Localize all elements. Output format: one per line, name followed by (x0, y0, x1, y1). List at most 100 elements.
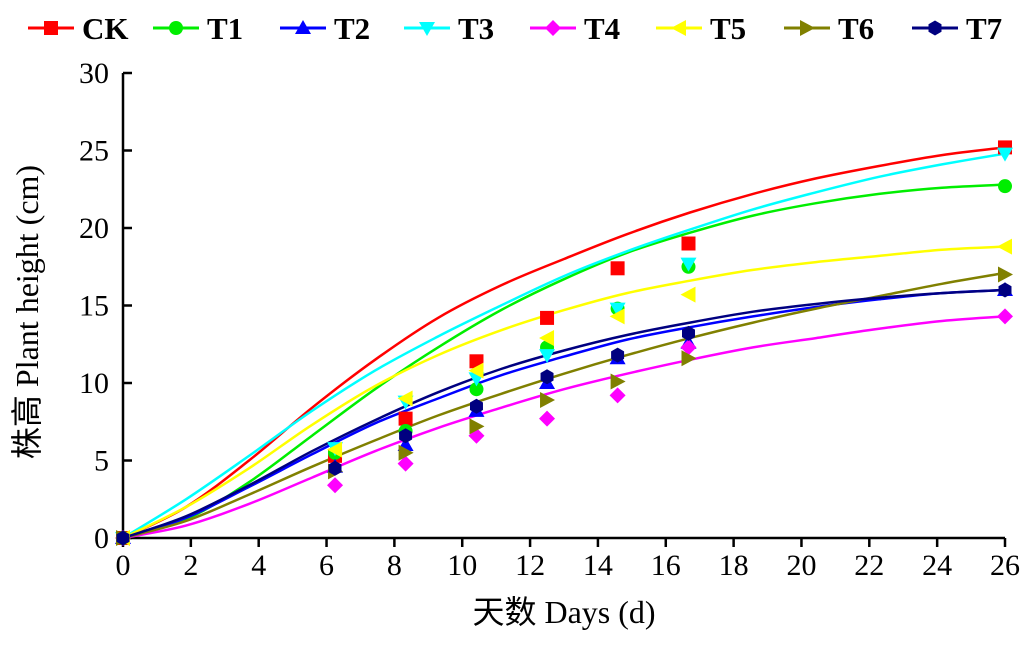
y-tick-label: 25 (79, 135, 109, 168)
legend-item-t7: T7 (912, 11, 1002, 46)
data-point-t7 (469, 398, 483, 414)
data-point-t7 (399, 428, 413, 444)
x-tick-label: 26 (990, 549, 1020, 582)
x-tick-label: 24 (922, 549, 952, 582)
data-point-t5 (327, 441, 343, 458)
data-point-t6 (998, 266, 1013, 283)
x-tick-label: 2 (183, 549, 198, 582)
data-point-ck (681, 236, 696, 251)
x-tick-label: 18 (719, 549, 749, 582)
data-point-t7 (116, 530, 130, 546)
x-tick-label: 14 (583, 549, 613, 582)
data-point-t4 (997, 308, 1013, 325)
fit-curves (122, 146, 1006, 540)
legend-marker-t2 (295, 20, 311, 34)
x-tick-label: 22 (854, 549, 884, 582)
fit-curve-t1 (122, 183, 1006, 540)
data-point-t7 (540, 369, 554, 385)
legend-item-ck: CK (28, 11, 129, 46)
legend-marker-t3 (419, 22, 435, 36)
series-t1-points (116, 179, 1012, 545)
data-point-t6 (610, 373, 626, 390)
data-point-ck (398, 411, 413, 426)
x-tick-label: 6 (319, 549, 334, 582)
fit-curve-t5 (122, 245, 1006, 540)
data-point-t5 (539, 330, 555, 347)
data-point-t1 (998, 179, 1012, 194)
data-point-t4 (539, 410, 556, 427)
x-axis-title: 天数 Days (d) (472, 594, 655, 630)
data-point-t4 (680, 339, 697, 356)
y-axis-title: 株高 Plant height (cm) (9, 165, 45, 459)
x-tick-label: 4 (251, 549, 266, 582)
y-tick-label: 15 (79, 290, 109, 323)
y-tick-label: 5 (94, 445, 109, 478)
legend-label-t5: T5 (710, 11, 746, 46)
x-tick-label: 10 (447, 549, 477, 582)
data-point-t7 (682, 325, 695, 341)
legend-marker-t5 (671, 20, 686, 36)
legend-marker-t4 (545, 20, 561, 36)
legend: CK T1 T2 T3 T4 T5 T6 T7 (28, 11, 1002, 46)
legend-item-t6: T6 (784, 11, 874, 46)
x-tick-label: 12 (515, 549, 545, 582)
fit-curve-t4 (122, 315, 1006, 540)
data-point-t7 (998, 282, 1012, 298)
data-point-t7 (611, 347, 625, 363)
data-point-t6 (398, 444, 414, 461)
legend-item-t1: T1 (153, 11, 243, 46)
legend-label-ck: CK (82, 11, 129, 46)
data-point-t4 (397, 455, 414, 472)
legend-marker-t1 (169, 21, 183, 35)
x-tick-label: 0 (116, 549, 131, 582)
data-point-t3 (609, 302, 626, 317)
legend-label-t1: T1 (207, 11, 243, 46)
fit-curve-t6 (122, 271, 1006, 540)
legend-item-t2: T2 (280, 11, 370, 46)
y-tick-label: 20 (79, 212, 109, 245)
data-point-t6 (681, 350, 697, 367)
y-tick-label: 10 (79, 367, 109, 400)
y-tick-label: 0 (94, 522, 109, 555)
data-point-t7 (328, 460, 342, 476)
legend-item-t5: T5 (656, 11, 746, 46)
y-tick-label: 30 (79, 57, 109, 90)
data-point-t5 (397, 390, 413, 407)
data-point-t4 (609, 387, 626, 404)
x-tick-label: 20 (786, 549, 816, 582)
data-point-t3 (680, 257, 697, 272)
series-t7-points (116, 282, 1012, 546)
data-point-t6 (540, 392, 556, 409)
series-t5-points (115, 238, 1012, 546)
data-point-t3 (539, 349, 556, 364)
data-point-t5 (468, 362, 484, 379)
x-tick-label: 16 (651, 549, 681, 582)
series-t4-points (115, 308, 1013, 546)
legend-label-t2: T2 (334, 11, 370, 46)
data-point-t1 (469, 382, 484, 397)
data-point-t4 (327, 477, 344, 494)
fit-curve-ck (122, 146, 1006, 540)
legend-label-t7: T7 (966, 11, 1002, 46)
data-point-t5 (997, 238, 1012, 255)
data-point-ck (540, 310, 555, 325)
data-point-ck (610, 261, 625, 276)
fit-curve-t7 (122, 288, 1006, 540)
x-tick-label: 8 (387, 549, 402, 582)
legend-marker-ck (44, 21, 58, 35)
legend-marker-t6 (800, 20, 815, 36)
data-point-t5 (609, 308, 625, 325)
data-markers (115, 140, 1013, 546)
legend-label-t4: T4 (584, 11, 620, 46)
legend-marker-t7 (928, 20, 942, 36)
legend-item-t4: T4 (530, 11, 620, 46)
legend-item-t3: T3 (404, 11, 494, 46)
fit-curve-t3 (122, 152, 1006, 540)
data-point-t3 (997, 147, 1013, 162)
data-point-t6 (469, 418, 485, 435)
data-point-t5 (680, 286, 696, 303)
legend-label-t6: T6 (838, 11, 874, 46)
